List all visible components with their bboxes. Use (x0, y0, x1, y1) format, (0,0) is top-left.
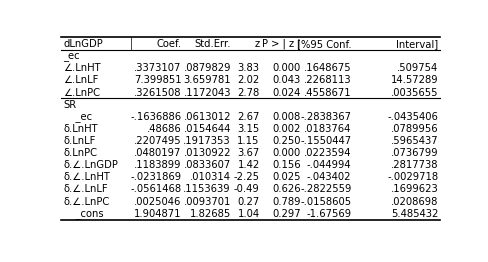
Text: 5.485432: 5.485432 (390, 209, 437, 219)
Text: Std.Err.: Std.Err. (194, 39, 230, 49)
Text: .0183764: .0183764 (304, 124, 351, 134)
Text: δ.∠.LnLF: δ.∠.LnLF (63, 184, 107, 194)
Text: 1.42: 1.42 (237, 160, 259, 170)
Text: δ.∠.LnHT: δ.∠.LnHT (63, 172, 110, 182)
Text: .1172043: .1172043 (183, 88, 230, 97)
Text: ∠.LnHT: ∠.LnHT (63, 63, 101, 73)
Text: 2.67: 2.67 (237, 112, 259, 122)
Text: z: z (254, 39, 259, 49)
Text: 14.57289: 14.57289 (390, 75, 437, 85)
Text: Interval]: Interval] (395, 39, 437, 49)
Text: 0.626: 0.626 (271, 184, 300, 194)
Text: 1.904871: 1.904871 (134, 209, 181, 219)
Text: .0093701: .0093701 (183, 196, 230, 206)
Text: .0035655: .0035655 (390, 88, 437, 97)
Text: 7.399851: 7.399851 (134, 75, 181, 85)
Text: δ.LnLF: δ.LnLF (63, 136, 95, 146)
Text: -.044994: -.044994 (306, 160, 351, 170)
Text: δ.∠.LnPC: δ.∠.LnPC (63, 196, 109, 206)
Text: dLnGDP: dLnGDP (63, 39, 102, 49)
Text: .2817738: .2817738 (390, 160, 437, 170)
Text: ∠.LnLF: ∠.LnLF (63, 75, 98, 85)
Text: 0.025: 0.025 (272, 172, 300, 182)
Text: 1.82685: 1.82685 (189, 209, 230, 219)
Text: 0.000: 0.000 (272, 148, 300, 158)
Text: .0736799: .0736799 (390, 148, 437, 158)
Text: .0154644: .0154644 (183, 124, 230, 134)
Text: 3.67: 3.67 (237, 148, 259, 158)
Text: .3261508: .3261508 (134, 88, 181, 97)
Text: 3.15: 3.15 (237, 124, 259, 134)
Text: -.043402: -.043402 (306, 172, 351, 182)
Text: .0223594: .0223594 (304, 148, 351, 158)
Text: .0208698: .0208698 (390, 196, 437, 206)
Text: SR: SR (63, 100, 76, 110)
Text: 0.002: 0.002 (272, 124, 300, 134)
Text: 3.659781: 3.659781 (183, 75, 230, 85)
Text: -.2838367: -.2838367 (300, 112, 351, 122)
Text: .5965437: .5965437 (390, 136, 437, 146)
Text: -.2822559: -.2822559 (300, 184, 351, 194)
Text: .0025046: .0025046 (134, 196, 181, 206)
Text: .1648675: .1648675 (303, 63, 351, 73)
Text: -.0029718: -.0029718 (386, 172, 437, 182)
Text: 1.04: 1.04 (237, 209, 259, 219)
Text: .2268113: .2268113 (303, 75, 351, 85)
Text: .010314: .010314 (189, 172, 230, 182)
Text: .0879829: .0879829 (183, 63, 230, 73)
Text: 0.024: 0.024 (272, 88, 300, 97)
Text: .0130922: .0130922 (183, 148, 230, 158)
Text: δ.∠.LnGDP: δ.∠.LnGDP (63, 160, 118, 170)
Text: _ec: _ec (63, 51, 80, 61)
Text: δ.LnPC: δ.LnPC (63, 148, 97, 158)
Text: .0613012: .0613012 (183, 112, 230, 122)
Text: 2.02: 2.02 (237, 75, 259, 85)
Text: -.0561468: -.0561468 (130, 184, 181, 194)
Text: .48686: .48686 (146, 124, 181, 134)
Text: _cons: _cons (63, 209, 103, 219)
Text: .3373107: .3373107 (134, 63, 181, 73)
Text: .0480197: .0480197 (134, 148, 181, 158)
Text: -.0158605: -.0158605 (300, 196, 351, 206)
Text: 0.789: 0.789 (272, 196, 300, 206)
Text: -2.25: -2.25 (233, 172, 259, 182)
Text: [%95 Conf.: [%95 Conf. (296, 39, 351, 49)
Text: .1917353: .1917353 (183, 136, 230, 146)
Text: _ec: _ec (63, 112, 92, 122)
Text: -.1636886: -.1636886 (130, 112, 181, 122)
Text: 0.000: 0.000 (272, 63, 300, 73)
Text: P > | z |: P > | z | (262, 39, 300, 50)
Text: -0.49: -0.49 (233, 184, 259, 194)
Text: .1153639: .1153639 (183, 184, 230, 194)
Text: -.0435406: -.0435406 (386, 112, 437, 122)
Text: .509754: .509754 (396, 63, 437, 73)
Text: .1183899: .1183899 (134, 160, 181, 170)
Text: δ.LnHT: δ.LnHT (63, 124, 98, 134)
Text: ∠.LnPC: ∠.LnPC (63, 88, 100, 97)
Text: .0789956: .0789956 (390, 124, 437, 134)
Text: 0.156: 0.156 (271, 160, 300, 170)
Text: -.0231869: -.0231869 (130, 172, 181, 182)
Text: 0.297: 0.297 (271, 209, 300, 219)
Text: .2207495: .2207495 (134, 136, 181, 146)
Text: Coef.: Coef. (156, 39, 181, 49)
Text: .4558671: .4558671 (303, 88, 351, 97)
Text: .1699623: .1699623 (389, 184, 437, 194)
Text: -.1550447: -.1550447 (300, 136, 351, 146)
Text: 0.27: 0.27 (237, 196, 259, 206)
Text: 0.008: 0.008 (272, 112, 300, 122)
Text: .0833607: .0833607 (183, 160, 230, 170)
Text: 0.043: 0.043 (272, 75, 300, 85)
Text: -1.67569: -1.67569 (305, 209, 351, 219)
Text: 0.250: 0.250 (272, 136, 300, 146)
Text: 3.83: 3.83 (237, 63, 259, 73)
Text: 1.15: 1.15 (237, 136, 259, 146)
Text: 2.78: 2.78 (237, 88, 259, 97)
